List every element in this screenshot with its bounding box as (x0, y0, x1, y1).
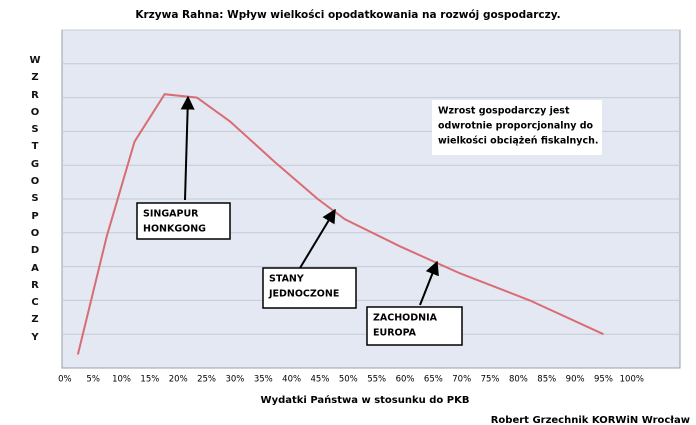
x-tick-label: 90% (566, 375, 585, 385)
chart-title: Krzywa Rahna: Wpływ wielkości opodatkowa… (135, 9, 560, 21)
x-tick-label: 45% (311, 375, 330, 385)
annotation-text: odwrotnie proporcjonalny do (438, 121, 594, 132)
x-tick-label: 70% (452, 375, 471, 385)
annotation-box (262, 267, 357, 309)
line-series (76, 93, 604, 355)
annotation-text: SINGAPUR (143, 209, 199, 220)
x-tick-label: 10% (112, 375, 131, 385)
annotation-text: STANY (269, 274, 304, 285)
x-tick-label: 100% (620, 375, 644, 385)
x-tick-label: 55% (367, 375, 386, 385)
annotation-text: ZACHODNIA (373, 313, 438, 324)
x-tick-label: 65% (424, 375, 443, 385)
x-tick-label: 25% (197, 375, 216, 385)
credit: Robert Grzechnik KORWiN Wrocław (491, 415, 690, 425)
annotation-box (366, 306, 463, 346)
annotation-text: JEDNOCZONE (268, 289, 339, 300)
x-tick-label: 0% (58, 375, 72, 385)
x-tick-label: 40% (282, 375, 301, 385)
x-tick-label: 35% (254, 375, 273, 385)
x-axis-label: Wydatki Państwa w stosunku do PKB (261, 394, 470, 406)
x-tick-label: 85% (537, 375, 556, 385)
annotation-arrow (299, 208, 336, 269)
y-axis-label: WZROST GOSPODARCZY (29, 55, 41, 343)
annotation-text: Wzrost gospodarczy jest (438, 106, 570, 117)
annotation-arrow (180, 95, 195, 201)
annotation-text: EUROPA (373, 328, 417, 339)
x-tick-label: 15% (140, 375, 159, 385)
x-tick-label: 20% (169, 375, 188, 385)
annotation-text: HONKGONG (143, 224, 206, 235)
annotation-text: wielkości obciążeń fiskalnych. (438, 136, 598, 147)
x-tick-label: 50% (339, 375, 358, 385)
annotation-box (432, 100, 602, 155)
x-tick-label: 80% (509, 375, 528, 385)
annotation-arrow (419, 260, 439, 306)
x-tick-label: 60% (396, 375, 415, 385)
annotation-box (136, 202, 231, 240)
x-tick-label: 30% (225, 375, 244, 385)
x-tick-label: 75% (481, 375, 500, 385)
x-tick-label: 5% (86, 375, 100, 385)
x-tick-label: 95% (594, 375, 613, 385)
